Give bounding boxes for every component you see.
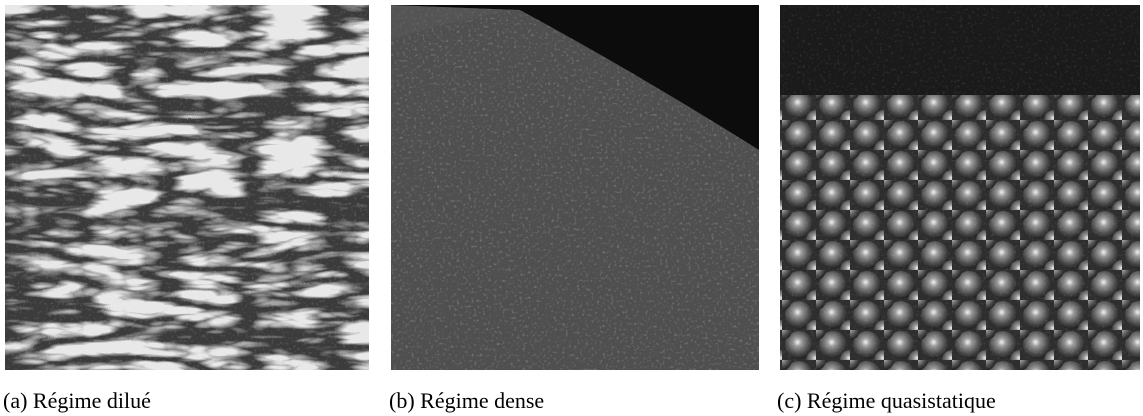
caption-text: Régime dense [420,388,544,413]
image-quasistatic [780,5,1140,370]
caption-text: Régime dilué [33,388,151,413]
image-dense [391,5,759,370]
caption-text: Régime quasistatique [807,388,996,413]
caption-b: (b) Régime dense [389,388,544,413]
image-dilute [5,5,369,370]
caption-text: (c) [777,388,801,413]
caption-c: (c) Régime quasistatique [777,388,996,413]
caption-text: (a) [3,388,27,413]
caption-text: (b) [389,388,415,413]
caption-a: (a) Régime dilué [3,388,151,413]
